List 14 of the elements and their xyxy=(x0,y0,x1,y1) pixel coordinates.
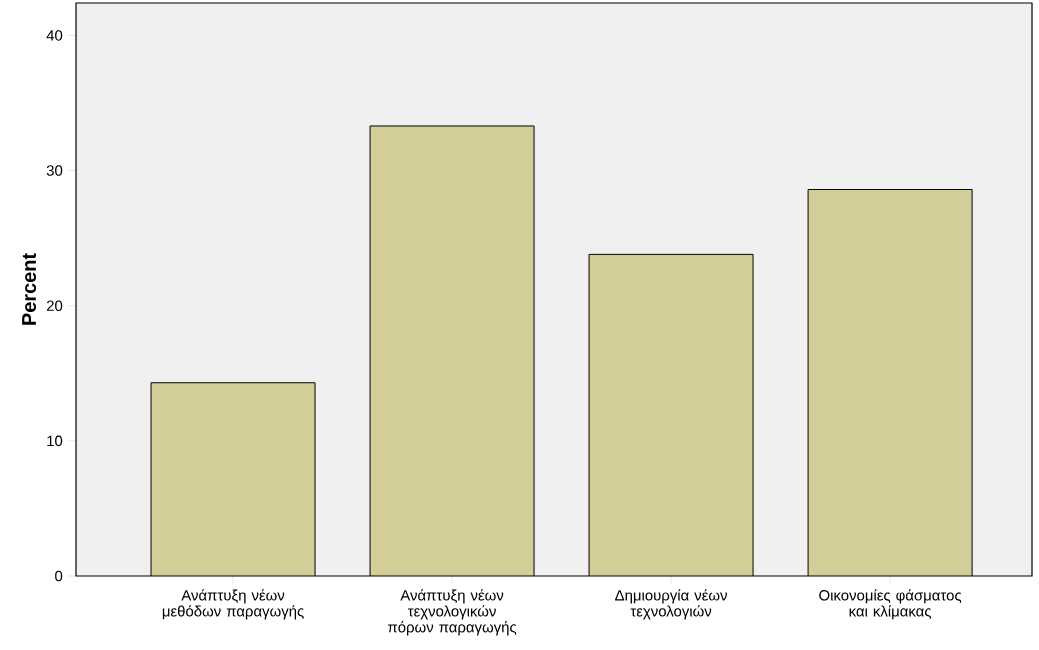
bar xyxy=(151,382,316,576)
y-tick-label: 30 xyxy=(46,165,63,176)
y-tick-label: 0 xyxy=(55,570,63,582)
bar xyxy=(588,253,754,576)
x-tick-label: Ανάπτυξη νέων τεχνολογικών πόρων παραγωγής xyxy=(388,589,517,636)
x-tick-label: Οικονομίες φάσματος και κλίμακας xyxy=(819,589,962,620)
bar xyxy=(369,125,535,576)
y-tick-label: 40 xyxy=(46,30,63,41)
y-tick-label: 20 xyxy=(46,300,63,311)
y-tick-label: 10 xyxy=(47,435,63,447)
x-tick-label: Δημιουργία νέων τεχνολογιών xyxy=(615,589,727,620)
y-axis-title: Percent xyxy=(22,253,37,325)
bar xyxy=(807,188,973,576)
x-tick-label: Ανάπτυξη νέων μεθόδων παραγωγής xyxy=(162,589,304,620)
